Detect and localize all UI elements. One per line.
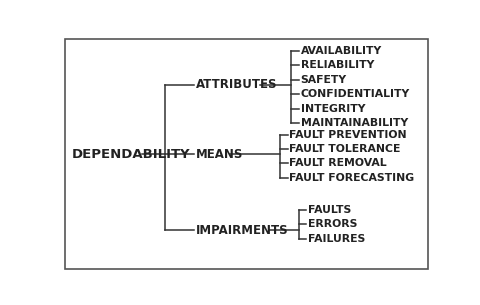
Text: SAFETY: SAFETY bbox=[300, 75, 346, 85]
Text: FAULT PREVENTION: FAULT PREVENTION bbox=[289, 130, 406, 140]
Text: MEANS: MEANS bbox=[196, 148, 243, 160]
Text: DEPENDABILITY: DEPENDABILITY bbox=[71, 148, 190, 160]
Text: CONFIDENTIALITY: CONFIDENTIALITY bbox=[300, 89, 409, 99]
Text: MAINTAINABILITY: MAINTAINABILITY bbox=[300, 118, 407, 128]
Text: AVAILABILITY: AVAILABILITY bbox=[300, 46, 381, 56]
Text: IMPAIRMENTS: IMPAIRMENTS bbox=[196, 224, 288, 237]
Text: RELIABILITY: RELIABILITY bbox=[300, 60, 373, 70]
Text: FAULT TOLERANCE: FAULT TOLERANCE bbox=[289, 144, 400, 154]
Text: INTEGRITY: INTEGRITY bbox=[300, 104, 364, 114]
Text: ERRORS: ERRORS bbox=[307, 220, 357, 229]
Text: FAULTS: FAULTS bbox=[307, 205, 350, 215]
Text: FAULT REMOVAL: FAULT REMOVAL bbox=[289, 158, 386, 168]
Text: ATTRIBUTES: ATTRIBUTES bbox=[196, 78, 277, 91]
Text: FAILURES: FAILURES bbox=[307, 234, 364, 244]
Text: FAULT FORECASTING: FAULT FORECASTING bbox=[289, 173, 414, 182]
